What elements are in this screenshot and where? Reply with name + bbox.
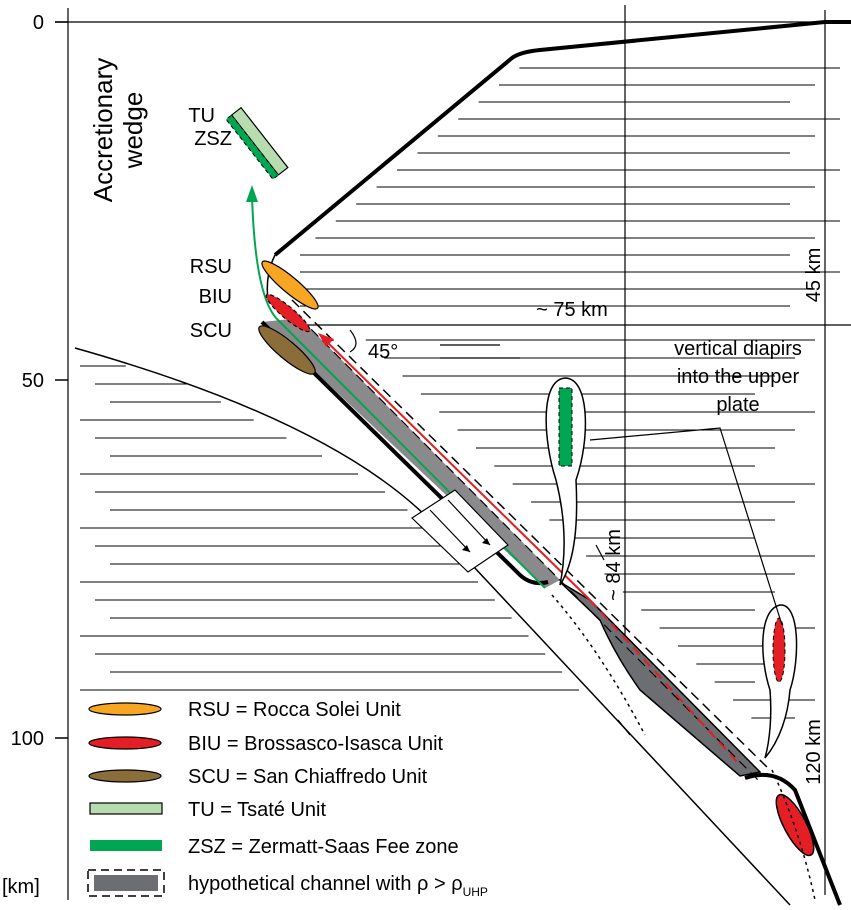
legend-text: TU = Tsaté Unit	[188, 799, 326, 821]
legend-text: SCU = San Chiaffredo Unit	[188, 766, 428, 788]
tick-label: 0	[33, 12, 44, 34]
legend-text: hypothetical channel with ρ > ρUHP	[188, 873, 488, 899]
legend-symbol	[89, 737, 161, 749]
tu-zsz-unit	[226, 108, 288, 180]
upper-plate-boundary	[275, 22, 851, 255]
unit-label: BIU	[199, 286, 232, 308]
legend-text: ZSZ = Zermatt-Saas Fee zone	[188, 836, 459, 858]
tick-label: 100	[11, 728, 44, 750]
diapir-note: into the upper	[677, 366, 800, 388]
angle-arc	[350, 330, 356, 352]
diagram: Accretionary wedge TU ZSZ RSU BIU SCU 45…	[0, 0, 851, 910]
legend-symbol	[89, 703, 161, 715]
wedge-label: Accretionary	[88, 58, 118, 203]
page: {"axis": {"ticks": [0, 50, 100], "unit":…	[0, 0, 851, 910]
unit-label: TU	[188, 105, 215, 127]
depth-label: 45 km	[803, 248, 825, 302]
unit-label: SCU	[190, 320, 232, 342]
legend-text: hypothetical channel with ρ > ρ	[188, 873, 463, 895]
exhumation-box	[412, 490, 508, 572]
angle-lines	[440, 345, 520, 358]
unit-label: ZSZ	[194, 128, 232, 150]
legend-symbol	[89, 770, 161, 782]
channel-lower	[560, 582, 760, 776]
angle-label: 45°	[368, 341, 398, 363]
legend-text: RSU = Rocca Solei Unit	[188, 699, 401, 721]
diapir-1-zsz	[559, 388, 572, 466]
diapir-note: plate	[716, 394, 759, 416]
width-label: ~ 75 km	[536, 299, 608, 321]
legend: RSU = Rocca Solei Unit BIU = Brossasco-I…	[88, 699, 488, 899]
axis-unit: [km]	[2, 876, 40, 898]
green-arrowhead	[246, 185, 258, 202]
depth-label: 120 km	[803, 719, 825, 785]
deep-biu	[769, 790, 820, 860]
wedge-label: wedge	[118, 92, 148, 170]
legend-symbol	[90, 840, 162, 851]
legend-text: BIU = Brossasco-Isasca Unit	[188, 733, 444, 755]
depth-label: ~ 84 km	[603, 529, 625, 601]
hatching	[80, 68, 840, 718]
diapir-note: vertical diapirs	[674, 338, 802, 360]
legend-symbol	[94, 875, 158, 891]
diapir-2-biu	[773, 618, 785, 682]
tick-label: 50	[22, 370, 44, 392]
legend-subscript: UHP	[463, 885, 488, 899]
legend-symbol	[90, 803, 162, 814]
unit-label: RSU	[190, 256, 232, 278]
